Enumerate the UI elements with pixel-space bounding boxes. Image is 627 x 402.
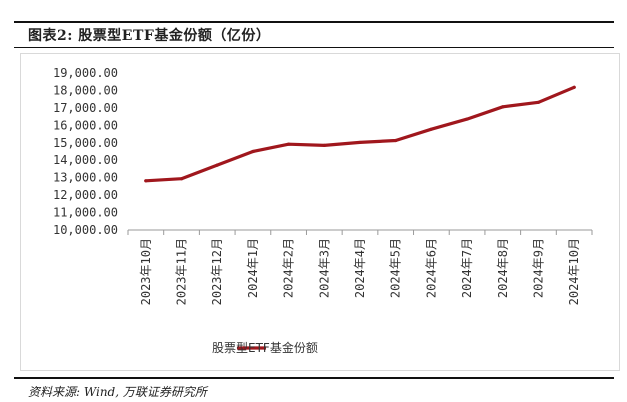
x-tick-label: 2023年12月 xyxy=(210,238,224,305)
data-point xyxy=(501,105,505,109)
figure-title: 图表2: 股票型ETF基金份额（亿份） xyxy=(28,25,270,45)
figure-title-text: 股票型ETF基金份额（亿份） xyxy=(78,28,271,44)
x-tick-label: 2024年5月 xyxy=(389,238,403,298)
x-tick-label: 2023年10月 xyxy=(139,238,153,305)
bottom-rule xyxy=(14,377,614,379)
x-axis: 2023年10月 2023年11月 2023年12月 2024年1月 2024年2月 20… xyxy=(127,229,593,305)
data-point xyxy=(179,177,184,181)
data-point xyxy=(215,163,219,167)
x-tick-label: 2024年8月 xyxy=(496,238,510,298)
data-point xyxy=(429,127,433,131)
data-point xyxy=(322,143,326,147)
data-point xyxy=(572,85,576,89)
series-line xyxy=(144,85,576,183)
top-rule xyxy=(14,21,614,23)
source-note: 资料来源: Wind, 万联证券研究所 xyxy=(28,385,207,399)
figure-title-prefix: 图表2: xyxy=(28,28,73,44)
data-point xyxy=(536,100,541,104)
x-tick-label: 2024年7月 xyxy=(460,238,474,298)
data-point xyxy=(251,149,255,154)
legend-label: 股票型ETF基金份额 xyxy=(212,340,318,355)
x-tick-label: 2024年9月 xyxy=(531,238,545,298)
title-rule xyxy=(14,47,614,48)
data-point xyxy=(144,179,148,183)
y-tick-label: 18,000.00 xyxy=(53,83,118,97)
y-tick-label: 17,000.00 xyxy=(53,101,118,115)
data-point xyxy=(394,138,398,143)
x-tick-label: 2024年3月 xyxy=(317,238,331,298)
chart-frame xyxy=(20,53,620,371)
y-tick-label: 11,000.00 xyxy=(53,206,118,220)
y-tick-label: 14,000.00 xyxy=(53,153,118,167)
x-tick-label: 2024年4月 xyxy=(353,238,367,298)
y-tick-label: 10,000.00 xyxy=(53,223,118,237)
y-tick-label: 13,000.00 xyxy=(53,171,118,185)
x-tick-label: 2024年6月 xyxy=(424,238,438,298)
data-point xyxy=(465,117,469,121)
y-tick-label: 12,000.00 xyxy=(53,188,118,202)
series-group xyxy=(144,85,576,183)
legend: 股票型ETF基金份额 xyxy=(212,340,318,355)
x-tick-label: 2024年10月 xyxy=(567,238,581,305)
y-tick-label: 19,000.00 xyxy=(53,66,118,80)
y-axis: 10,000.00 11,000.00 12,000.00 13,000.00 14,0… xyxy=(53,66,118,237)
x-tick-label: 2023年11月 xyxy=(175,238,189,305)
data-point xyxy=(358,140,362,145)
data-point xyxy=(287,142,291,146)
y-tick-label: 15,000.00 xyxy=(53,136,118,150)
x-tick-label: 2024年2月 xyxy=(282,238,296,298)
y-tick-label: 16,000.00 xyxy=(53,118,118,132)
x-tick-label: 2024年1月 xyxy=(246,238,260,298)
